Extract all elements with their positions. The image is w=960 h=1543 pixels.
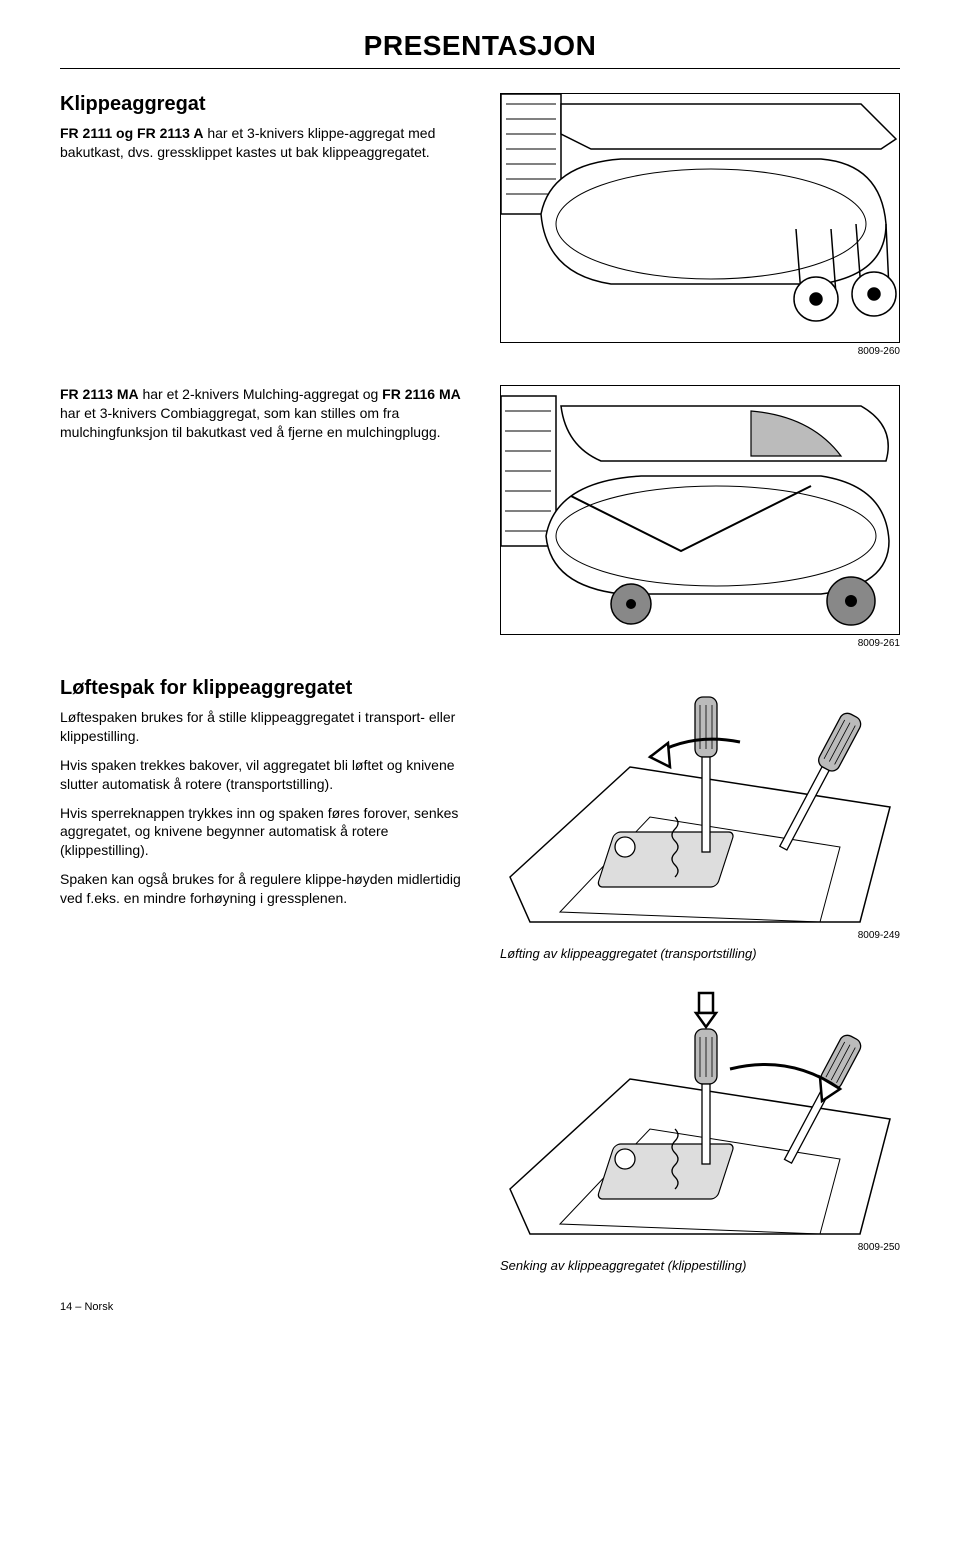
figure-2 (500, 385, 900, 635)
bold-models-1: FR 2111 og FR 2113 A (60, 125, 203, 141)
text-col-3: Løftespak for klippeaggregatet Løftespak… (60, 677, 470, 918)
figure-2-col: 8009-261 (500, 385, 900, 649)
heading-klippeaggregat: Klippeaggregat (60, 93, 470, 116)
page-footer: 14 – Norsk (60, 1301, 900, 1313)
figure-3 (500, 677, 900, 927)
row-klippeaggregat-2: FR 2113 MA har et 2-knivers Mulching-agg… (60, 385, 900, 649)
text-col-2: FR 2113 MA har et 2-knivers Mulching-agg… (60, 385, 470, 452)
para-loftespak-4: Spaken kan også brukes for å regulere kl… (60, 870, 470, 908)
row-figure-4: 8009-250 Senking av klippeaggregatet (kl… (60, 989, 900, 1273)
figure-3-caption: Løfting av klippeaggregatet (transportst… (500, 946, 757, 961)
figure-1-col: 8009-260 (500, 93, 900, 357)
para-loftespak-3: Hvis sperreknappen trykkes inn og spaken… (60, 804, 470, 861)
para-loftespak-2: Hvis spaken trekkes bakover, vil aggrega… (60, 756, 470, 794)
figure-2-code: 8009-261 (858, 638, 900, 649)
para-klippeaggregat-1: FR 2111 og FR 2113 A har et 3-knivers kl… (60, 124, 470, 162)
figure-4-col: 8009-250 Senking av klippeaggregatet (kl… (500, 989, 900, 1273)
figure-4-caption: Senking av klippeaggregatet (klippestill… (500, 1258, 746, 1273)
row-klippeaggregat-1: Klippeaggregat FR 2111 og FR 2113 A har … (60, 93, 900, 357)
text-col-1: Klippeaggregat FR 2111 og FR 2113 A har … (60, 93, 470, 172)
figure-3-code: 8009-249 (858, 930, 900, 941)
figure-4 (500, 989, 900, 1239)
bold-models-2: FR 2113 MA (60, 386, 139, 402)
para-loftespak-1: Løftespaken brukes for å stille klippeag… (60, 708, 470, 746)
bold-models-3: FR 2116 MA (382, 386, 461, 402)
row-loftespak: Løftespak for klippeaggregatet Løftespak… (60, 677, 900, 961)
figure-4-code: 8009-250 (858, 1242, 900, 1253)
para-klippeaggregat-2: FR 2113 MA har et 2-knivers Mulching-agg… (60, 385, 470, 442)
figure-3-col: 8009-249 Løfting av klippeaggregatet (tr… (500, 677, 900, 961)
title-rule (60, 68, 900, 69)
figure-1 (500, 93, 900, 343)
figure-1-code: 8009-260 (858, 346, 900, 357)
page-title: PRESENTASJON (60, 30, 900, 68)
heading-loftespak: Løftespak for klippeaggregatet (60, 677, 470, 700)
